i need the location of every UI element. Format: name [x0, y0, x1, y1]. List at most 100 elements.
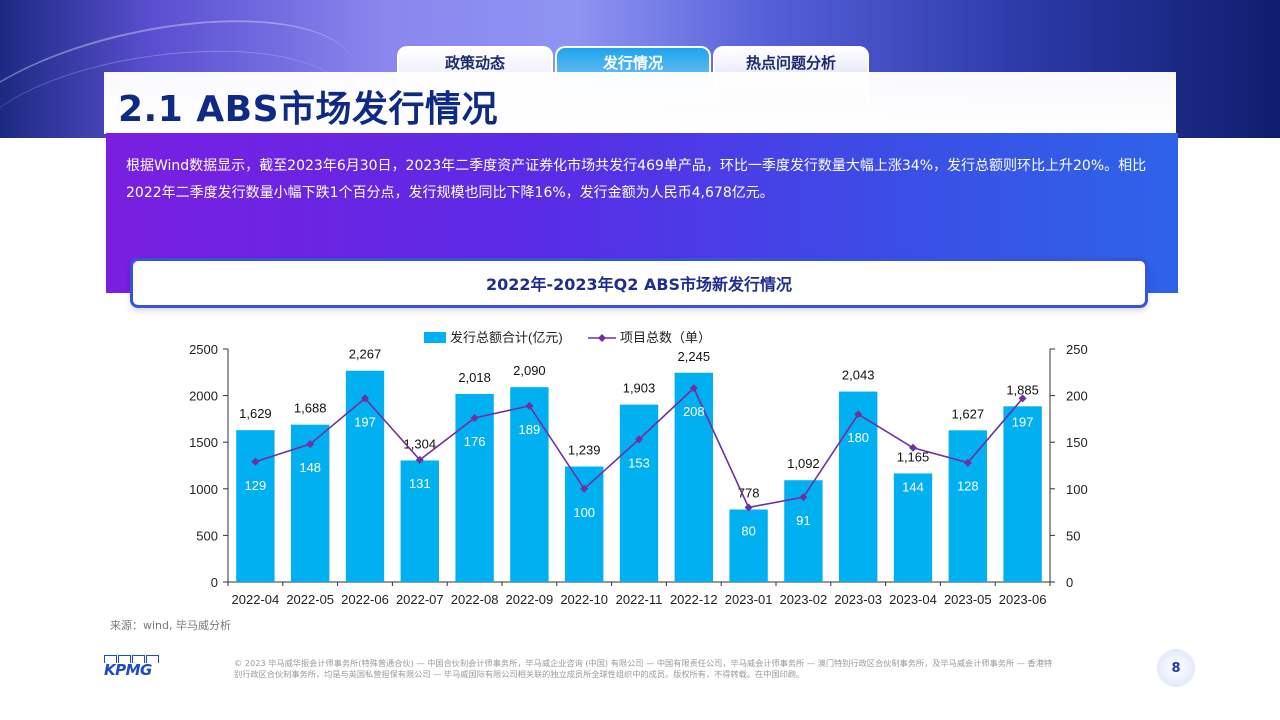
summary-text: 根据Wind数据显示，截至2023年6月30日，2023年二季度资产证券化市场共… — [126, 158, 1147, 201]
bar-value-label: 1,304 — [404, 436, 437, 451]
y-right-tick-label: 50 — [1066, 528, 1080, 543]
bar-value-label: 2,018 — [458, 370, 491, 385]
x-tick-label: 2023-01 — [725, 592, 773, 607]
bar-value-label: 1,629 — [239, 406, 272, 421]
x-tick-label: 2023-02 — [780, 592, 828, 607]
line-point-2022-12 — [689, 384, 698, 393]
bar-value-label: 1,903 — [623, 381, 656, 396]
bar-2023-01 — [729, 509, 768, 582]
bar-2022-04 — [236, 430, 275, 582]
x-tick-label: 2023-04 — [889, 592, 937, 607]
line-point-2023-03 — [854, 410, 863, 419]
y-left-tick-label: 2500 — [189, 342, 218, 357]
legend-line-label: 项目总数（单） — [620, 330, 711, 345]
x-tick-label: 2023-06 — [999, 592, 1047, 607]
page-number: 8 — [1157, 649, 1195, 687]
x-tick-label: 2023-05 — [944, 592, 992, 607]
kpmg-logo: KPMG — [104, 655, 160, 681]
x-tick-label: 2022-09 — [506, 592, 554, 607]
line-value-label: 176 — [464, 434, 486, 449]
y-left-tick-label: 1500 — [189, 435, 218, 450]
bar-2022-09 — [510, 387, 549, 582]
bar-value-label: 1,885 — [1006, 382, 1039, 397]
line-point-2022-09 — [525, 401, 534, 410]
line-point-2023-02 — [799, 493, 808, 502]
x-tick-label: 2022-06 — [341, 592, 389, 607]
chart-title: 2022年-2023年Q2 ABS市场新发行情况 — [485, 275, 793, 294]
line-value-label: 197 — [1012, 414, 1034, 429]
y-right-tick-label: 200 — [1066, 389, 1088, 404]
x-tick-label: 2022-10 — [560, 592, 608, 607]
page-title: 2.1 ABS市场发行情况 — [118, 89, 499, 130]
line-value-label: 144 — [902, 479, 924, 494]
y-left-tick-label: 500 — [196, 528, 218, 543]
x-tick-label: 2022-08 — [451, 592, 499, 607]
bar-value-label: 1,627 — [952, 406, 985, 421]
line-point-2022-10 — [580, 484, 589, 493]
line-point-2022-11 — [635, 435, 643, 444]
line-point-2023-06 — [1018, 394, 1027, 403]
bar-value-label: 1,092 — [787, 456, 820, 471]
line-value-label: 100 — [573, 505, 595, 520]
x-tick-label: 2022-07 — [396, 592, 444, 607]
line-value-label: 91 — [796, 513, 810, 528]
y-left-tick-label: 1000 — [189, 482, 218, 497]
bar-2022-10 — [565, 466, 604, 582]
bar-value-label: 2,090 — [513, 363, 546, 378]
source-note: 来源：wind, 毕马威分析 — [110, 619, 231, 632]
line-value-label: 153 — [628, 455, 650, 470]
y-left-tick-label: 0 — [211, 575, 218, 590]
kpmg-logo-text: KPMG — [104, 661, 152, 679]
bar-2022-06 — [345, 370, 385, 582]
x-tick-label: 2022-05 — [286, 592, 334, 607]
x-tick-label: 2023-03 — [834, 592, 882, 607]
x-tick-label: 2022-11 — [616, 592, 663, 607]
bar-2022-11 — [619, 404, 659, 582]
bar-value-label: 778 — [738, 485, 760, 500]
x-tick-label: 2022-04 — [232, 592, 280, 607]
line-value-label: 131 — [409, 476, 431, 491]
bar-2022-05 — [291, 424, 330, 582]
line-point-2023-04 — [909, 443, 917, 452]
y-right-tick-label: 100 — [1066, 482, 1088, 497]
line-value-label: 129 — [245, 478, 267, 493]
legend-line-marker — [598, 334, 606, 342]
line-point-2022-05 — [306, 440, 315, 449]
line-value-label: 180 — [847, 430, 869, 445]
bar-value-label: 1,165 — [897, 449, 930, 464]
line-point-2022-08 — [470, 413, 479, 422]
line-point-2023-01 — [744, 503, 753, 512]
line-value-label: 148 — [299, 460, 321, 475]
y-right-tick-label: 0 — [1066, 575, 1073, 590]
bar-value-label: 2,245 — [678, 349, 711, 364]
line-point-2022-04 — [251, 457, 260, 466]
footer-legal: © 2023 毕马威华振会计师事务所(特殊普通合伙) — 中国合伙制会计师事务所… — [234, 658, 1053, 679]
line-point-2022-07 — [415, 455, 424, 464]
line-value-label: 128 — [957, 479, 979, 494]
legend-bar-label: 发行总额合计(亿元) — [450, 330, 563, 345]
legend-bar-swatch — [424, 332, 446, 343]
bar-2022-12 — [674, 372, 713, 582]
x-tick-label: 2022-12 — [670, 592, 718, 607]
bar-2022-08 — [455, 393, 494, 582]
line-point-2023-05 — [963, 458, 972, 467]
bar-value-label: 2,267 — [349, 347, 382, 362]
line-value-label: 208 — [683, 404, 705, 419]
bar-2023-04 — [893, 473, 933, 582]
title-bar: 2.1 ABS市场发行情况 — [104, 72, 1176, 134]
line-value-label: 80 — [741, 523, 755, 538]
kpmg-logo-boxes — [104, 655, 160, 663]
bar-value-label: 1,239 — [568, 443, 601, 458]
bar-2023-03 — [839, 391, 878, 582]
chart-heading: 2022年-2023年Q2 ABS市场新发行情况 — [130, 258, 1148, 308]
y-right-tick-label: 150 — [1066, 435, 1088, 450]
line-point-2022-06 — [361, 394, 369, 403]
bar-value-label: 2,043 — [842, 368, 875, 383]
issuance-chart: 0 500 1000 1500 2000 2500 0 50 100 150 200 250 2022-… — [189, 330, 1088, 607]
bar-2022-07 — [400, 460, 439, 582]
bar-2023-05 — [948, 430, 987, 582]
line-value-label: 197 — [354, 414, 376, 429]
line-value-label: 189 — [519, 422, 541, 437]
bar-2023-06 — [1003, 406, 1042, 582]
bar-value-label: 1,688 — [294, 401, 327, 416]
